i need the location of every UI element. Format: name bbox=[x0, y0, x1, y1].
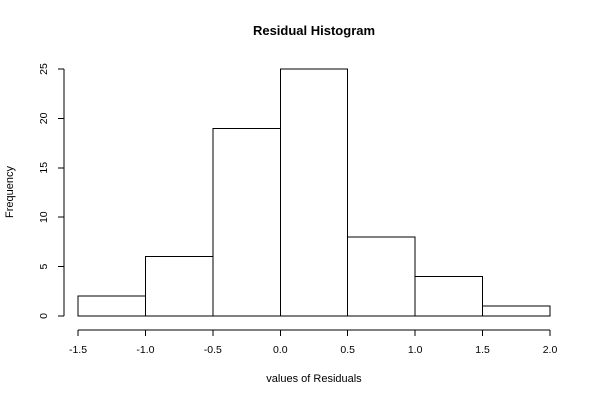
histogram-bar-0 bbox=[77, 295, 146, 317]
x-axis: -1.5 -1.0 -0.5 0.0 0.5 1.0 1.5 2.0 bbox=[69, 329, 558, 356]
y-tick-label-0: 0 bbox=[38, 313, 50, 319]
histogram-bar-4 bbox=[347, 236, 416, 317]
y-tick-label-5: 25 bbox=[38, 63, 50, 75]
histogram-bar-2 bbox=[212, 127, 281, 317]
x-tick-label-2: -0.5 bbox=[204, 344, 222, 356]
x-tick-label-4: 0.5 bbox=[340, 344, 355, 356]
x-tick-label-3: 0.0 bbox=[273, 344, 288, 356]
histogram-bar-5 bbox=[414, 275, 484, 317]
x-tick-label-1: -1.0 bbox=[136, 344, 154, 356]
chart-title: Residual Histogram bbox=[253, 23, 375, 38]
y-tick-label-4: 20 bbox=[38, 112, 50, 124]
x-tick-label-0: -1.5 bbox=[69, 344, 87, 356]
x-tick-label-6: 1.5 bbox=[475, 344, 490, 356]
histogram-bar-6 bbox=[482, 305, 551, 317]
y-axis: 0 5 10 15 20 25 bbox=[38, 63, 65, 319]
y-tick-label-3: 15 bbox=[38, 162, 50, 174]
bars-group bbox=[77, 68, 551, 317]
x-tick-label-5: 1.0 bbox=[408, 344, 423, 356]
y-tick-label-1: 5 bbox=[38, 264, 50, 270]
x-axis-label: values of Residuals bbox=[266, 373, 362, 385]
y-tick-label-2: 10 bbox=[38, 211, 50, 223]
y-axis-label: Frequency bbox=[4, 166, 16, 218]
histogram-bar-1 bbox=[144, 256, 214, 317]
x-tick-label-7: 2.0 bbox=[543, 344, 558, 356]
histogram-bar-3 bbox=[279, 68, 349, 317]
